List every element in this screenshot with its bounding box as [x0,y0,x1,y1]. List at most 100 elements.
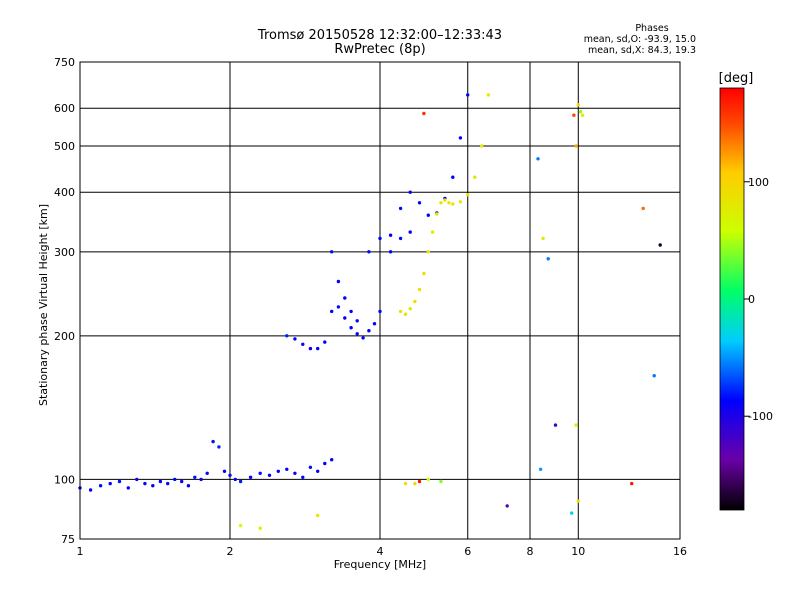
x-tick-label: 6 [464,545,471,558]
phase-info-heading: Phases [635,23,668,34]
x-tick-label: 2 [227,545,234,558]
data-point [553,423,558,427]
data-point [349,309,353,314]
data-point [293,471,297,475]
data-point [398,309,403,314]
data-point [403,312,408,316]
x-tick-label: 8 [527,545,534,558]
data-point [447,201,451,205]
data-point [330,458,334,462]
data-point [293,337,297,341]
y-tick-label: 600 [54,102,75,115]
data-point [267,473,272,477]
data-point [258,471,262,475]
data-point [117,479,122,484]
data-point [336,305,341,309]
phase-info-x: mean, sd,X: 84.3, 19.3 [588,45,696,56]
x-axis-label: Frequency [MHz] [334,558,426,571]
data-point [108,481,112,486]
data-point [166,481,170,486]
data-point [466,93,470,97]
colorbar-ticks: -100 0 100 [744,176,773,423]
data-point [211,439,215,444]
data-point [367,329,371,333]
data-point [158,479,163,484]
data-point [151,484,155,488]
data-point [574,144,578,148]
data-point [536,157,540,161]
colorbar-tick-label: -100 [748,410,773,423]
data-point [570,511,574,515]
data-point [199,477,203,482]
data-point [422,271,426,276]
data-point [439,201,443,205]
data-point [193,475,197,479]
x-tick-label: 4 [377,545,384,558]
data-point [439,479,443,484]
y-tick-label: 750 [54,56,75,69]
phase-info-o: mean, sd,O: -93.9, 15.0 [584,34,696,45]
data-point [186,484,191,488]
data-point [413,299,417,304]
data-point [308,346,313,351]
data-point [238,523,243,528]
data-point [355,319,359,323]
data-point [388,250,393,254]
data-point [323,340,327,344]
data-point [285,467,289,471]
data-point [88,488,93,492]
data-point [285,334,289,338]
data-point [316,513,320,518]
data-point [126,486,130,490]
data-point [572,113,576,117]
colorbar [719,87,745,511]
data-point [458,200,463,204]
data-point [98,484,103,488]
data-point [330,309,334,314]
data-point [426,477,430,482]
data-point [308,465,313,469]
y-axis-label: Stationary phase Virtual Height [km] [37,204,50,406]
data-point [486,93,491,97]
data-point [361,336,365,340]
data-point [541,236,545,241]
data-point [546,257,550,261]
data-point [576,103,580,107]
data-point [378,309,382,314]
x-axis-ticks: 1 2 4 6 8 10 16 [77,545,688,558]
x-tick-label: 10 [571,545,585,558]
data-point [343,316,347,320]
data-point [466,193,470,197]
data-point [258,526,262,530]
y-tick-label: 300 [54,246,75,259]
x-tick-label: 1 [77,545,84,558]
data-point [403,481,408,486]
data-point [316,346,320,351]
data-point [343,296,347,300]
data-point [413,481,417,486]
data-point [301,475,305,479]
colorbar-label: [deg] [719,71,754,86]
data-point [443,198,447,202]
data-point [426,213,430,217]
data-point [323,461,327,466]
data-point [205,471,209,475]
data-point [301,342,305,346]
x-tick-label: 16 [673,545,687,558]
data-point [378,236,382,241]
data-point [316,469,320,473]
colorbar-tick-label: 100 [748,176,769,189]
data-point [430,230,435,234]
data-point [233,477,237,482]
data-point [349,326,353,330]
data-point [580,113,585,117]
y-axis-ticks: 75 100 200 300 400 500 600 750 [54,56,75,546]
data-point [408,230,412,234]
data-point [398,206,403,211]
data-point [435,212,439,216]
data-point [451,175,455,179]
data-point [422,111,426,116]
data-point [336,279,341,284]
data-point [367,250,371,254]
data-point [180,479,184,484]
